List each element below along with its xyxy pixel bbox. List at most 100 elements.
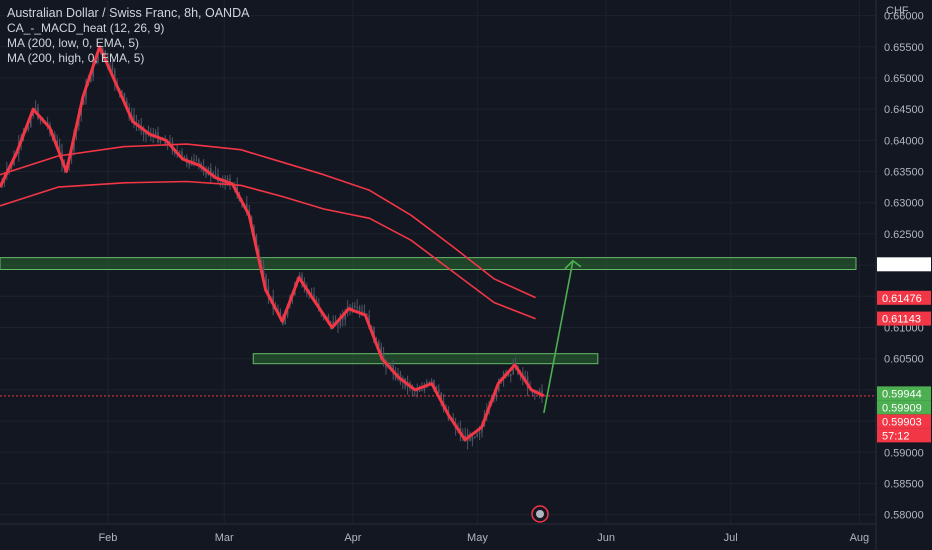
candle-body bbox=[205, 172, 207, 175]
candle-body bbox=[363, 311, 366, 314]
candle-body bbox=[267, 286, 270, 297]
candle-body bbox=[226, 178, 229, 180]
candle-body bbox=[82, 98, 85, 105]
candle-body bbox=[114, 70, 116, 84]
candle-body bbox=[97, 51, 99, 63]
candle-body bbox=[361, 310, 363, 312]
time-tick-label: Jun bbox=[597, 532, 615, 544]
price-tick-label: 0.60500 bbox=[884, 354, 924, 366]
candle-body bbox=[265, 275, 267, 287]
price-axis[interactable]: CHF 0.66000 0.65500 0.65000 0.64500 0.64000 0… bbox=[875, 0, 932, 550]
indicator-macd[interactable]: CA_-_MACD_heat (12, 26, 9) bbox=[7, 21, 165, 35]
candle-body bbox=[109, 65, 111, 67]
support-resistance-zone bbox=[252, 353, 599, 365]
candle-body bbox=[366, 313, 368, 316]
price-tick-label: 0.63000 bbox=[884, 198, 924, 210]
candle-body bbox=[104, 51, 106, 56]
candle-body bbox=[354, 306, 356, 308]
price-tag-red bbox=[877, 290, 931, 305]
indicator-ma-low[interactable]: MA (200, low, 0, EMA, 5) bbox=[7, 36, 140, 50]
time-axis[interactable]: Feb Mar Apr May Jun Jul Aug bbox=[0, 523, 876, 544]
candle-body bbox=[178, 151, 181, 153]
candle-body bbox=[356, 306, 358, 308]
time-tick-label: Jul bbox=[724, 532, 738, 544]
time-tick-label: May bbox=[467, 532, 488, 544]
candle-body bbox=[123, 93, 126, 101]
price-tag-neutral bbox=[877, 257, 931, 272]
candle-body bbox=[382, 352, 385, 362]
price-tick-label: 0.58000 bbox=[884, 510, 924, 522]
countdown-tag bbox=[877, 428, 931, 443]
candle-body bbox=[133, 115, 135, 123]
price-fast-ma-line bbox=[0, 45, 545, 442]
candle-body bbox=[301, 274, 303, 282]
candle-body bbox=[313, 294, 315, 300]
price-tick-label: 0.64000 bbox=[884, 135, 924, 147]
price-tag-red bbox=[877, 311, 931, 326]
price-tag-label: 0.61476 bbox=[882, 293, 922, 305]
price-tags: 0.62013 0.61476 0.61143 0.59944 0.59909 0.599… bbox=[877, 257, 931, 443]
candle-body bbox=[380, 346, 382, 353]
price-tick-label: 0.58500 bbox=[884, 478, 924, 490]
candle-body bbox=[121, 90, 123, 94]
candle-body bbox=[30, 115, 32, 127]
candle-body bbox=[262, 264, 265, 276]
candle-body bbox=[102, 48, 104, 52]
price-tag-label: 0.59909 bbox=[882, 402, 922, 414]
candle-body bbox=[428, 381, 430, 383]
price-tag-label: 0.59944 bbox=[882, 388, 922, 400]
candle-body bbox=[351, 306, 354, 311]
candle-body bbox=[332, 321, 334, 326]
price-tag-label: 0.62013 bbox=[882, 259, 922, 271]
candle-body bbox=[195, 159, 198, 161]
candle-body bbox=[90, 76, 92, 83]
candle-body bbox=[394, 373, 397, 379]
price-tick-label: 0.66000 bbox=[884, 11, 924, 23]
time-tick-label: Aug bbox=[850, 532, 870, 544]
candle-body bbox=[284, 315, 286, 325]
price-tag-green bbox=[877, 400, 931, 415]
candle-body bbox=[106, 55, 109, 66]
currency-label: CHF bbox=[886, 5, 909, 17]
price-candles bbox=[1, 46, 543, 450]
candle-body bbox=[390, 364, 392, 368]
price-tick-label: 0.63500 bbox=[884, 167, 924, 179]
projection-arrow[interactable] bbox=[543, 259, 582, 414]
candle-body bbox=[164, 139, 166, 145]
candle-body bbox=[310, 292, 313, 295]
candle-body bbox=[510, 374, 512, 376]
price-tick-label: 0.65000 bbox=[884, 73, 924, 85]
candle-body bbox=[111, 66, 114, 71]
candle-body bbox=[188, 163, 190, 166]
candle-body bbox=[476, 433, 478, 437]
candle-body bbox=[418, 390, 421, 392]
candle-body bbox=[440, 392, 442, 402]
candle-body bbox=[471, 437, 474, 441]
symbol-title[interactable]: Australian Dollar / Swiss Franc, 8h, OAN… bbox=[7, 6, 250, 20]
candle-body bbox=[339, 315, 342, 326]
price-tag-label: 0.61143 bbox=[882, 314, 921, 326]
candle-body bbox=[193, 159, 195, 161]
price-tick-label: 0.64500 bbox=[884, 104, 924, 116]
candle-body bbox=[214, 173, 217, 175]
candle-body bbox=[478, 432, 481, 434]
moving-average-lines bbox=[0, 45, 545, 442]
candle-body bbox=[481, 425, 483, 433]
support-resistance-zone bbox=[0, 257, 857, 270]
indicator-ma-high[interactable]: MA (200, high, 0, EMA, 5) bbox=[7, 51, 145, 65]
snapshot-badge[interactable] bbox=[531, 505, 549, 523]
projection-line bbox=[543, 260, 574, 414]
candle-body bbox=[344, 311, 346, 320]
candle-body bbox=[27, 126, 30, 130]
candle-body bbox=[358, 307, 361, 311]
support-resistance-zones[interactable] bbox=[0, 257, 857, 365]
price-axis-bg bbox=[876, 0, 932, 550]
candle-body bbox=[435, 386, 438, 390]
time-tick-label: Apr bbox=[344, 532, 361, 544]
candle-body bbox=[142, 130, 145, 135]
price-tick-label: 0.65500 bbox=[884, 42, 924, 54]
candle-body bbox=[421, 390, 423, 392]
ma-200-low-line bbox=[0, 180, 536, 320]
candle-body bbox=[430, 380, 433, 383]
